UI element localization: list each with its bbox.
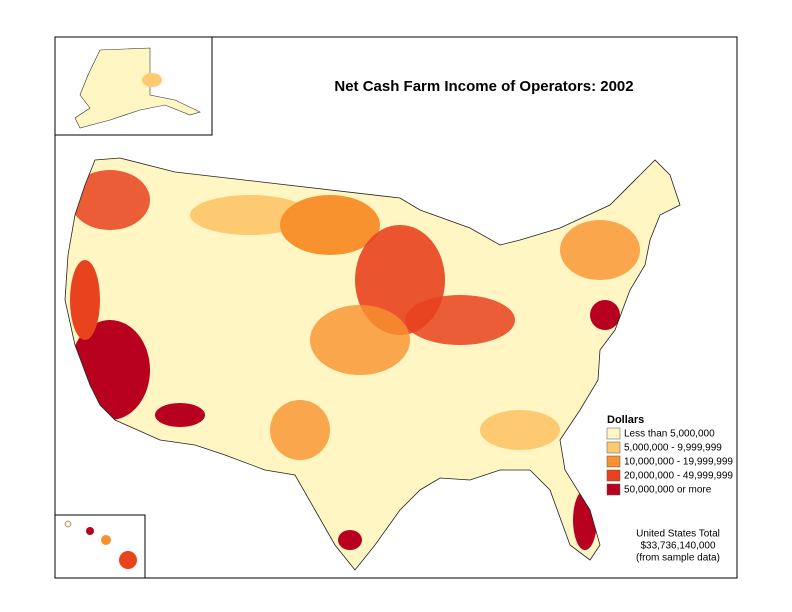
total-source: (from sample data) bbox=[636, 553, 720, 564]
total-value: $33,736,140,000 bbox=[640, 541, 716, 552]
us-outline bbox=[64, 157, 681, 571]
legend-label: 5,000,000 - 9,999,999 bbox=[624, 443, 722, 454]
legend-label: Less than 5,000,000 bbox=[624, 429, 715, 440]
legend-swatch bbox=[606, 469, 621, 482]
legend-swatch bbox=[606, 483, 621, 496]
legend-swatch bbox=[606, 427, 621, 440]
legend: Less than 5,000,000 5,000,000 - 9,999,999… bbox=[606, 427, 733, 496]
map-title: Net Cash Farm Income of Operators: 2002 bbox=[334, 78, 633, 95]
legend-label: 20,000,000 - 49,999,999 bbox=[624, 471, 733, 482]
contiguous-us bbox=[65, 158, 680, 570]
alaska bbox=[74, 47, 201, 129]
legend-label: 10,000,000 - 19,999,999 bbox=[624, 457, 733, 468]
legend-swatch bbox=[606, 441, 621, 454]
total-label: United States Total bbox=[636, 529, 720, 540]
alaska-region bbox=[142, 73, 162, 87]
frame bbox=[54, 36, 738, 579]
legend-label: 50,000,000 or more bbox=[624, 485, 712, 496]
legend-title: Dollars bbox=[607, 414, 644, 426]
legend-swatch bbox=[606, 455, 621, 468]
hawaii bbox=[64, 520, 137, 569]
